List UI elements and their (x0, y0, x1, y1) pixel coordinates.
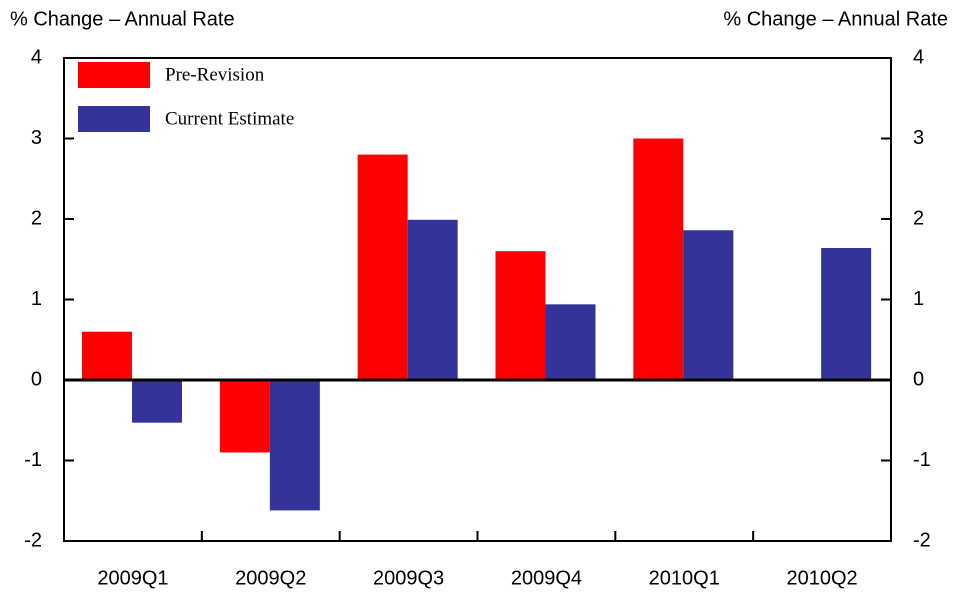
bar (357, 154, 408, 380)
y-tick-label: 3 (31, 127, 42, 149)
x-tick-label: 2009Q3 (373, 567, 444, 589)
bar (82, 331, 132, 380)
y-tick-label: 4 (31, 46, 42, 68)
x-tick-label: 2009Q4 (511, 567, 582, 589)
y2-tick-label: -1 (913, 449, 931, 471)
y-tick-label: -1 (24, 449, 42, 471)
legend-label: Current Estimate (165, 108, 294, 129)
x-tick-label: 2009Q2 (235, 567, 306, 589)
bar (495, 251, 546, 380)
y-tick-label: -2 (24, 529, 42, 551)
bar (633, 138, 684, 380)
bar (407, 219, 458, 380)
x-tick-label: 2009Q1 (97, 567, 168, 589)
bar (219, 380, 270, 453)
bar (269, 380, 320, 511)
x-tick-label: 2010Q2 (786, 567, 857, 589)
y2-tick-label: 2 (913, 207, 924, 229)
bar (545, 304, 596, 380)
y2-tick-label: 4 (913, 46, 924, 68)
y-tick-label: 1 (31, 288, 42, 310)
bar (132, 380, 182, 423)
legend-swatch (78, 62, 150, 88)
bar (683, 230, 734, 380)
legend-swatch (78, 106, 150, 132)
y2-tick-label: 1 (913, 288, 924, 310)
bar (821, 247, 872, 380)
y-tick-label: 2 (31, 207, 42, 229)
y2-tick-label: -2 (913, 529, 931, 551)
legend-label: Pre-Revision (165, 64, 265, 85)
y2-tick-label: 3 (913, 127, 924, 149)
x-tick-label: 2010Q1 (649, 567, 720, 589)
y-tick-label: 0 (31, 368, 42, 390)
y2-axis-label: % Change – Annual Rate (723, 8, 948, 30)
y2-tick-label: 0 (913, 368, 924, 390)
y-axis-label: % Change – Annual Rate (10, 8, 235, 30)
